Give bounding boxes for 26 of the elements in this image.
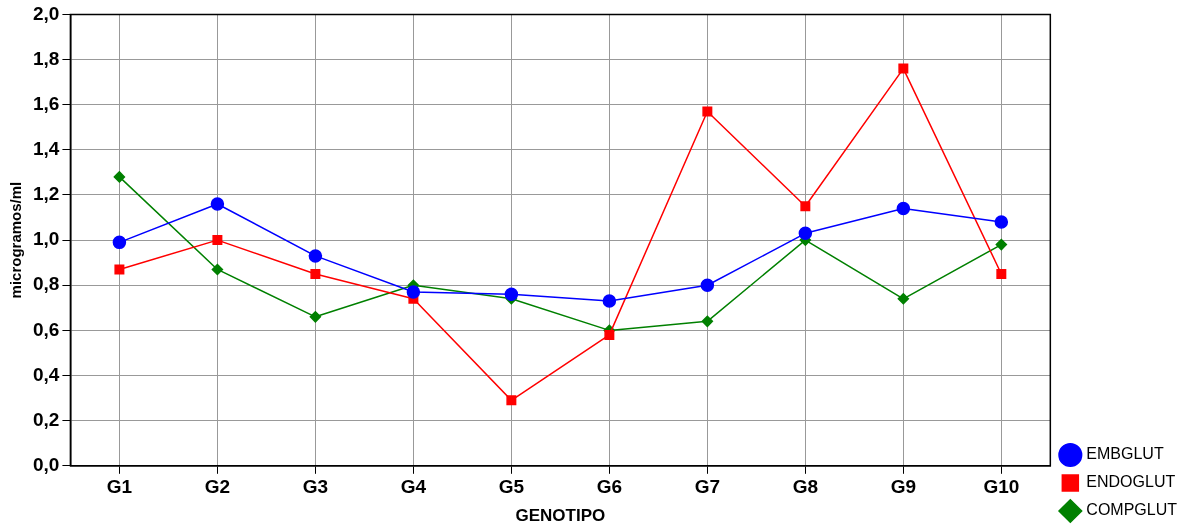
x-tick-label: G2 (204, 476, 231, 498)
x-tick-label: G9 (890, 476, 917, 498)
x-tick-label: G10 (983, 476, 1020, 498)
x-tick-label: G1 (106, 476, 133, 498)
x-tick-label: G6 (596, 476, 623, 498)
legend-label: ENDOGLUT (1086, 473, 1176, 491)
y-tick-label: 0,8 (32, 273, 60, 295)
x-tick-label: G3 (302, 476, 329, 498)
x-tick-label: G7 (694, 476, 721, 498)
y-tick-label: 1,6 (32, 92, 60, 114)
x-tick-label: G8 (792, 476, 819, 498)
legend-label: COMPGLUT (1086, 501, 1178, 519)
y-tick-label: 1,8 (32, 47, 60, 69)
x-axis-title: GENOTIPO (515, 506, 606, 526)
x-tick-label: G4 (400, 476, 427, 498)
y-tick-label: 1,4 (32, 138, 60, 160)
y-axis-title: microgramos/ml (7, 181, 25, 299)
legend-label: EMBGLUT (1086, 445, 1164, 463)
y-tick-label: 1,0 (32, 228, 60, 250)
y-tick-label: 2,0 (32, 2, 60, 24)
y-tick-label: 0,2 (32, 408, 60, 430)
y-tick-label: 0,0 (32, 454, 60, 476)
y-tick-label: 0,4 (32, 363, 60, 385)
y-tick-label: 0,6 (32, 318, 60, 340)
x-tick-label: G5 (498, 476, 525, 498)
y-tick-label: 1,2 (32, 183, 60, 205)
